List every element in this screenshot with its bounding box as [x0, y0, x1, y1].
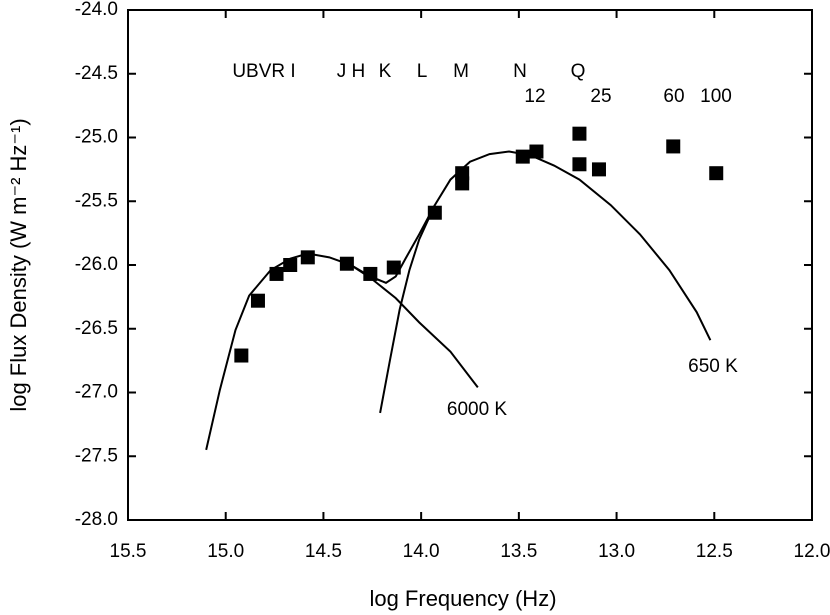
x-axis-label: log Frequency (Hz)	[369, 586, 556, 611]
data-point	[591, 162, 606, 177]
x-tick-label: 13.5	[500, 541, 537, 562]
model-curve	[205, 252, 479, 451]
band-label: L	[417, 61, 428, 82]
y-tick-label: -25.5	[75, 190, 118, 211]
y-tick-label: -26.0	[75, 254, 118, 275]
y-tick-label: -26.5	[75, 318, 118, 339]
band-label: 100	[700, 86, 732, 107]
data-point	[455, 176, 470, 191]
data-point	[386, 260, 401, 275]
x-tick-label: 14.0	[403, 541, 440, 562]
data-point	[709, 166, 724, 181]
y-axis-label: log Flux Density (W m⁻² Hz⁻¹)	[6, 118, 31, 411]
y-tick-label: -28.0	[75, 509, 118, 530]
data-point	[572, 126, 587, 141]
data-point	[363, 266, 378, 281]
x-tick-label: 15.0	[207, 541, 244, 562]
band-label: 25	[590, 86, 611, 107]
y-tick-label: -24.0	[75, 0, 118, 20]
x-tick-label: 13.0	[598, 541, 635, 562]
band-label: UBVR I	[232, 61, 295, 82]
band-label: N	[513, 61, 527, 82]
model-curve	[379, 150, 712, 414]
y-tick-label: -27.0	[75, 382, 118, 403]
band-label: J H	[337, 61, 366, 82]
y-tick-label: -25.0	[75, 127, 118, 148]
data-point	[339, 256, 354, 271]
band-label: 12	[524, 86, 545, 107]
band-label: K	[379, 61, 392, 82]
y-tick-label: -24.5	[75, 63, 118, 84]
data-point	[300, 250, 315, 265]
curve-label: 650 K	[688, 356, 738, 377]
y-tick-label: -27.5	[75, 445, 118, 466]
x-tick-label: 14.5	[305, 541, 342, 562]
data-point	[250, 293, 265, 308]
x-tick-label: 12.5	[696, 541, 733, 562]
data-point	[234, 348, 249, 363]
data-point	[666, 139, 681, 154]
band-label: Q	[571, 61, 586, 82]
x-tick-label: 12.0	[794, 541, 830, 562]
x-tick-label: 15.5	[110, 541, 147, 562]
data-point	[529, 144, 544, 159]
data-point	[427, 205, 442, 220]
curve-label: 6000 K	[447, 399, 508, 420]
band-label: M	[453, 61, 469, 82]
data-point	[572, 157, 587, 172]
data-point	[269, 266, 284, 281]
data-point	[515, 149, 530, 164]
data-point	[283, 258, 298, 272]
band-label: 60	[663, 86, 684, 107]
